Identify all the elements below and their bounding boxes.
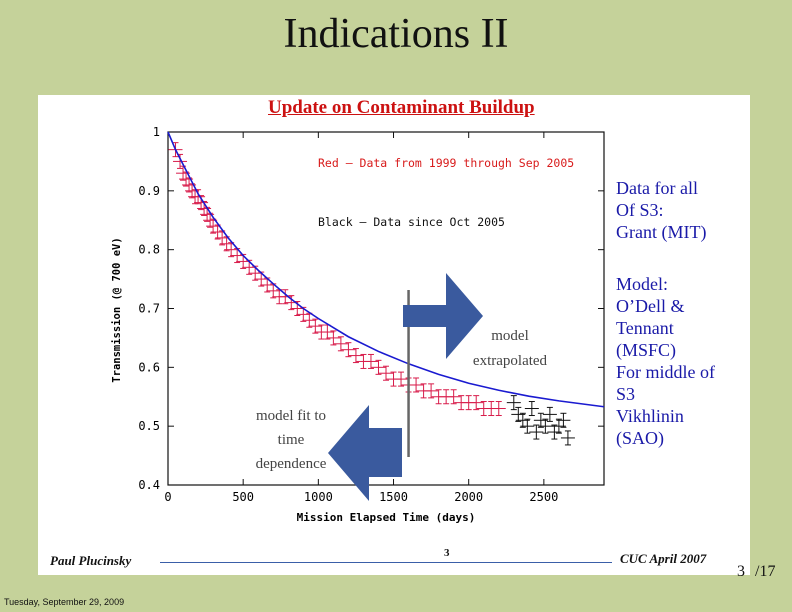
model-curve <box>167 131 605 408</box>
footer-rule <box>160 562 612 563</box>
red-data-point <box>379 365 393 381</box>
red-data-point <box>394 371 409 387</box>
red-data-point <box>424 383 439 399</box>
slide-title: Indications II <box>283 11 509 57</box>
red-data-point <box>326 330 341 346</box>
red-data-point <box>236 253 251 269</box>
side-line: Grant (MIT) <box>616 222 707 242</box>
red-data-point <box>371 359 386 375</box>
page-number: 3 <box>737 563 745 580</box>
fit-line3: dependence <box>256 456 327 472</box>
side-line: Data for all <box>616 178 698 198</box>
y-tick-label: 0.9 <box>138 184 160 198</box>
extrapolated-line2: extrapolated <box>473 353 548 369</box>
y-tick-label: 1 <box>153 125 160 139</box>
x-tick-label: 1000 <box>304 490 333 504</box>
black-data-point <box>560 430 575 446</box>
date-stamp: Tuesday, September 29, 2009 <box>4 597 125 607</box>
red-data-point <box>308 318 323 334</box>
side-line: (MSFC) <box>616 340 677 360</box>
y-tick-label: 0.4 <box>138 478 160 492</box>
x-tick-label: 1500 <box>379 490 408 504</box>
side-line: For middle of <box>616 362 715 382</box>
red-data-point <box>333 336 348 352</box>
red-data-point <box>278 289 293 305</box>
transmission-chart: 0 500 1000 1500 2000 25000.40.50.60.70.80.91 … <box>111 125 605 524</box>
content-panel: Update on Contaminant Buildup 0 500 1000 15… <box>38 95 750 575</box>
x-tick-label: 2500 <box>529 490 558 504</box>
arrow-right-icon <box>403 273 483 359</box>
side-line <box>616 243 756 273</box>
black-data-point <box>551 418 566 434</box>
side-line: Of S3: <box>616 200 664 220</box>
black-note: Black – Data since Oct 2005 <box>318 215 505 229</box>
red-data-point <box>484 401 499 417</box>
black-data-point <box>506 395 521 411</box>
footer-number: 3 <box>444 547 450 559</box>
y-tick-label: 0.5 <box>138 419 160 433</box>
page-total: /17 <box>755 563 776 580</box>
red-data-point <box>363 353 378 369</box>
side-notes: Data for all Of S3: Grant (MIT) Model: O… <box>616 177 756 449</box>
y-tick-label: 0.7 <box>138 302 160 316</box>
black-data-point <box>524 401 539 417</box>
arrow-left-icon <box>328 405 402 501</box>
red-data-point <box>409 377 424 393</box>
chart-subtitle: Update on Contaminant Buildup <box>268 97 535 118</box>
side-line: Model: <box>616 274 668 294</box>
red-data-point <box>446 389 461 405</box>
x-tick-label: 2000 <box>454 490 483 504</box>
black-data-point <box>538 418 553 434</box>
side-line: Tennant <box>616 318 674 338</box>
y-tick-label: 0.6 <box>138 360 160 374</box>
extrapolated-line1: model <box>491 328 529 344</box>
y-tick-label: 0.8 <box>138 243 160 257</box>
red-data-point <box>266 283 281 299</box>
red-data-point <box>224 242 239 258</box>
black-data-point <box>520 418 535 434</box>
black-data-point <box>542 406 557 422</box>
x-tick-label: 500 <box>232 490 254 504</box>
side-line: Vikhlinin <box>616 406 684 426</box>
black-data-point <box>529 424 544 440</box>
red-data-point <box>469 395 484 411</box>
x-tick-label: 0 <box>164 490 171 504</box>
black-data-point <box>556 412 571 428</box>
side-line: (SAO) <box>616 428 664 448</box>
red-data-point <box>260 277 275 293</box>
red-data-point <box>341 342 356 358</box>
x-axis-label: Mission Elapsed Time (days) <box>297 511 476 524</box>
red-data-point <box>302 312 317 328</box>
red-data-point <box>491 401 506 417</box>
footer-conference: CUC April 2007 <box>620 551 707 566</box>
fit-line1: model fit to <box>256 408 326 424</box>
fit-line2: time <box>278 432 305 448</box>
red-data-point <box>348 348 363 364</box>
red-note: Red – Data from 1999 through Sep 2005 <box>318 156 574 170</box>
footer-author: Paul Plucinsky <box>50 553 132 568</box>
side-line: S3 <box>616 384 636 404</box>
red-data-point <box>290 301 305 316</box>
y-axis-label: Transmission (@ 700 eV) <box>111 237 123 382</box>
side-line: O’Dell & <box>616 296 685 316</box>
